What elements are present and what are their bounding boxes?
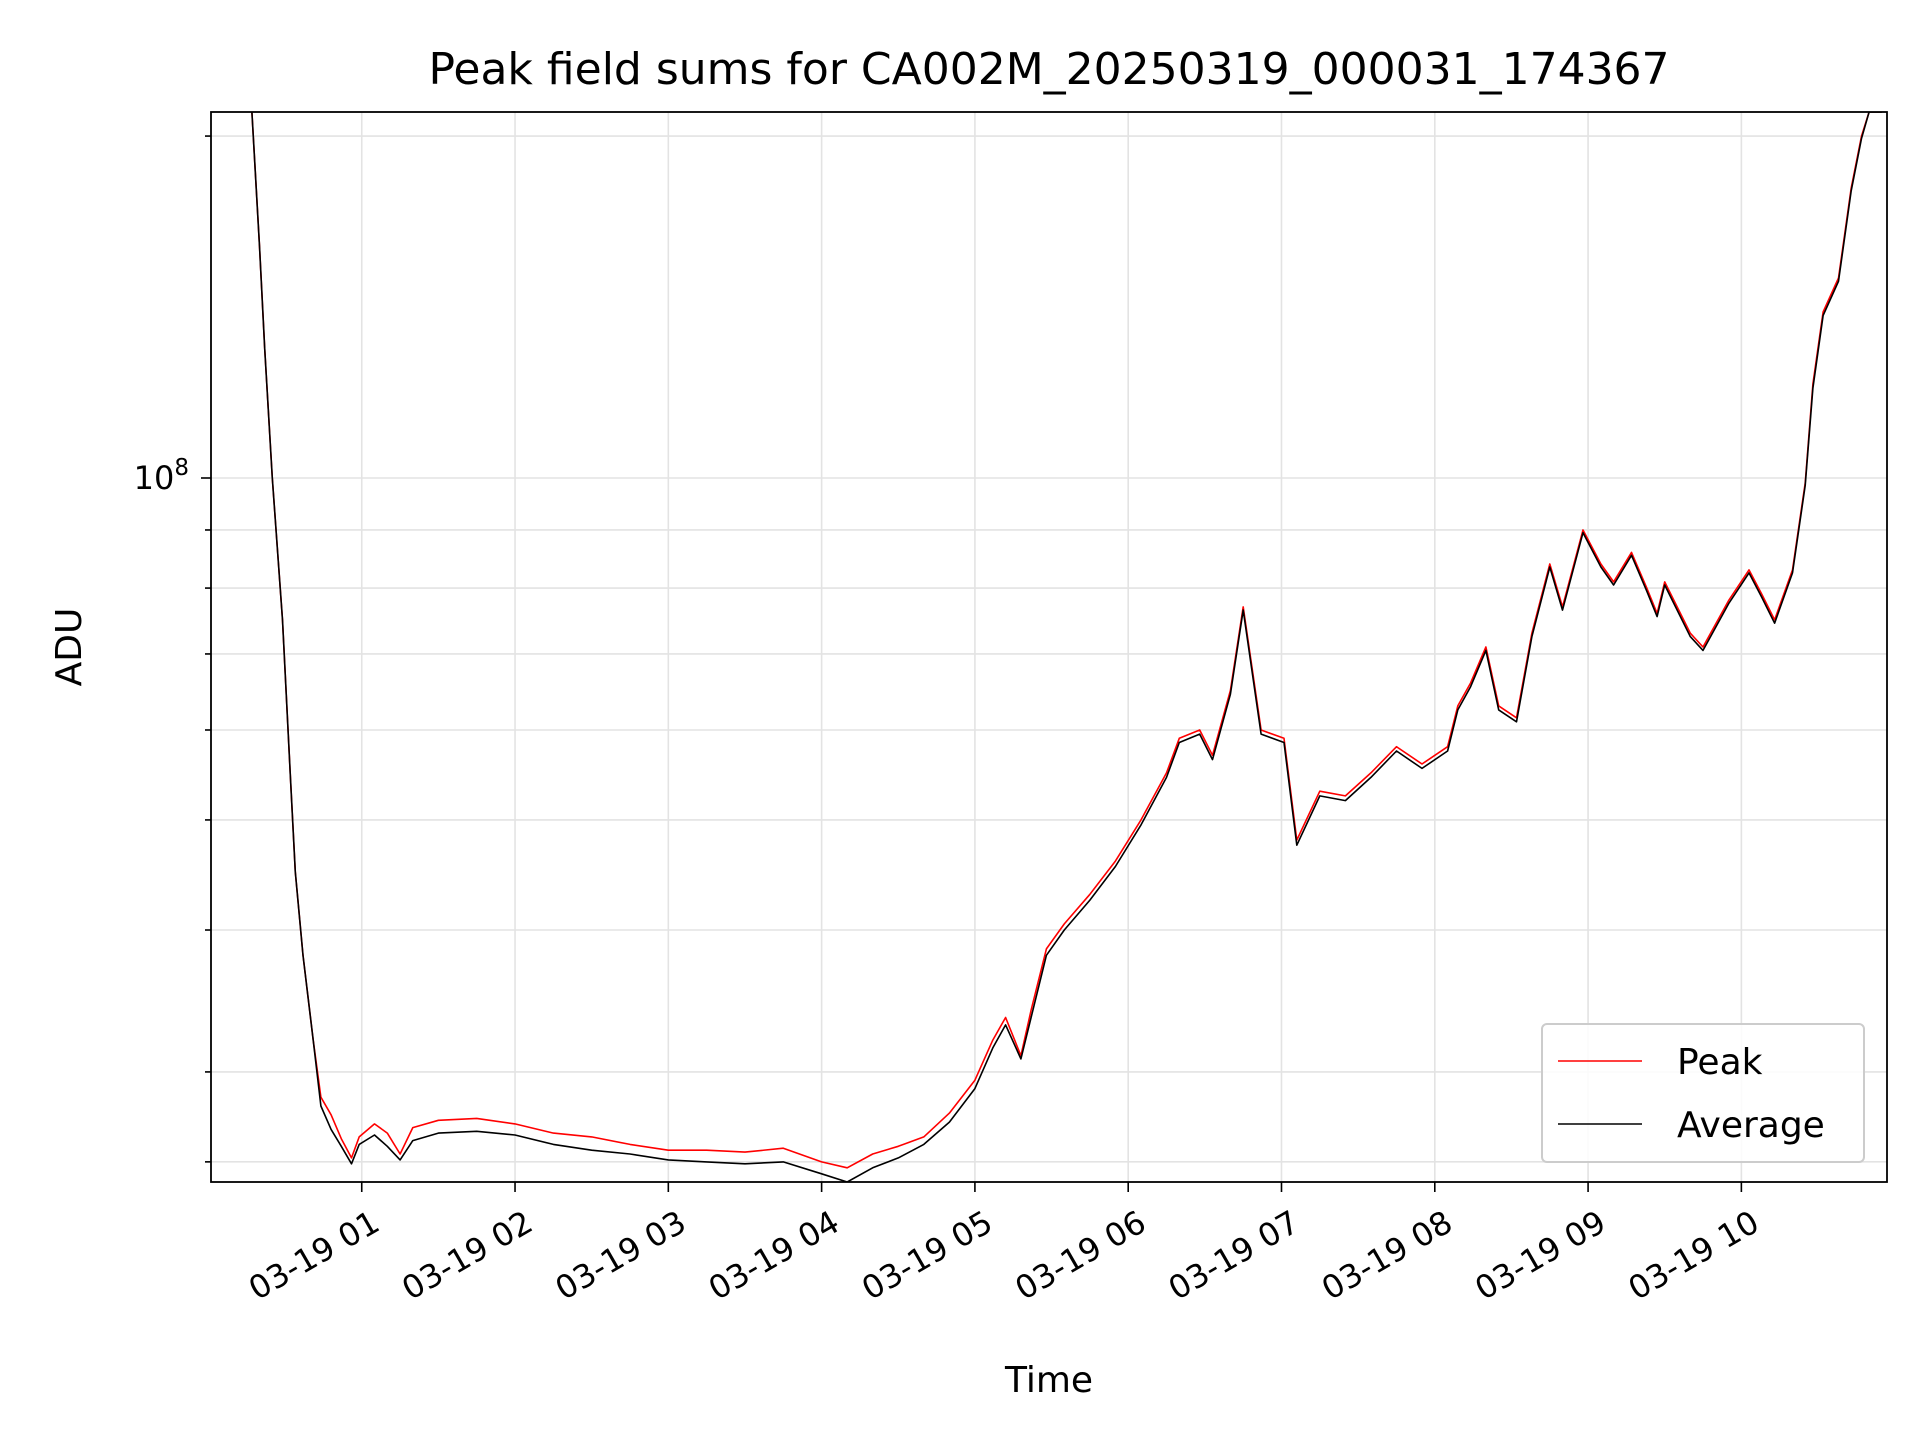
series-line-peak [251, 112, 1882, 1169]
x-axis-label: Time [1004, 1360, 1093, 1401]
legend-label-average: Average [1677, 1105, 1825, 1146]
legend: Peak Average [1541, 1023, 1865, 1163]
grid-layer [211, 112, 1887, 1182]
series-line-average [251, 112, 1882, 1182]
y-axis-label: ADU [49, 608, 90, 687]
legend-box [1541, 1023, 1865, 1163]
y-tick-label: 108 [134, 455, 189, 497]
chart-title: Peak field sums for CA002M_20250319_0000… [428, 44, 1669, 95]
legend-label-peak: Peak [1677, 1042, 1763, 1083]
series-layer [251, 112, 1882, 1182]
plot-frame [210, 111, 1888, 1183]
